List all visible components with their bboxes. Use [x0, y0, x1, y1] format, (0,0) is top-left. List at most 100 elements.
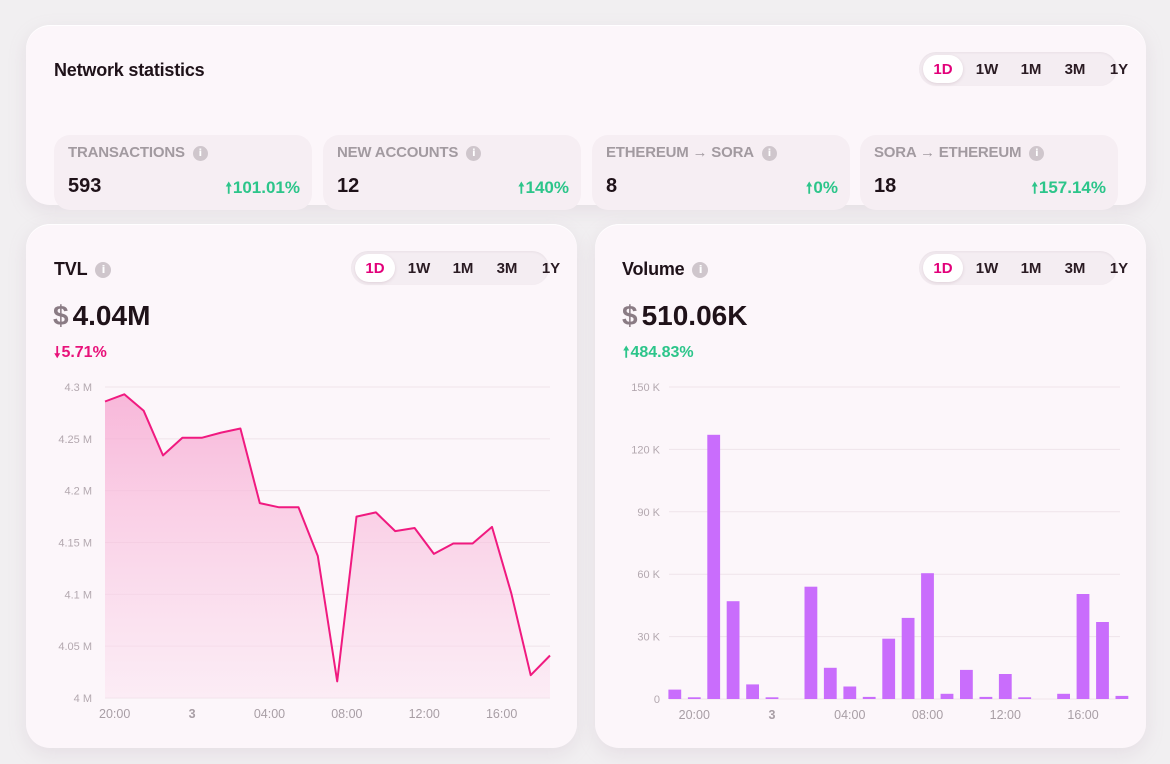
- volume-change: 🠕484.83%: [623, 342, 694, 367]
- period-tab-1m[interactable]: 1M: [1020, 259, 1042, 277]
- tvl-change: 🠗5.71%: [54, 342, 107, 367]
- period-tab-1d[interactable]: 1D: [923, 254, 963, 282]
- stat-label-new-accounts: NEW ACCOUNTS i: [337, 144, 482, 161]
- tvl-x-tick-label: 16:00: [486, 707, 517, 721]
- arrow-down-icon: 🠗: [54, 343, 61, 361]
- tvl-change-text: 5.71%: [61, 344, 107, 361]
- info-icon[interactable]: i: [1029, 145, 1045, 161]
- volume-change-text: 484.83%: [630, 344, 694, 361]
- stat-card-transactions: TRANSACTIONS i 593 🠕101.01%: [54, 135, 312, 210]
- volume-bar[interactable]: [746, 684, 759, 699]
- stat-card-new-accounts: NEW ACCOUNTS i 12 🠕140%: [323, 135, 581, 210]
- volume-x-tick-label: 3: [769, 708, 776, 722]
- volume-y-tick-label: 0: [654, 694, 660, 706]
- stat-change: 🠕157.14%: [1031, 178, 1106, 203]
- volume-bar[interactable]: [804, 586, 818, 699]
- stat-card-ethereum-to-sora: ETHEREUM → SORA i 8 🠕0%: [592, 135, 850, 210]
- tvl-y-tick-label: 4.05 M: [58, 641, 92, 653]
- volume-y-tick-label: 150 K: [631, 382, 660, 394]
- stat-value: 12: [337, 175, 360, 197]
- tvl-area-fill: [105, 394, 550, 698]
- info-icon[interactable]: i: [692, 262, 709, 279]
- tvl-series-line[interactable]: [104, 393, 551, 683]
- period-tab-1m[interactable]: 1M: [452, 259, 474, 277]
- info-icon[interactable]: i: [192, 145, 208, 161]
- stat-change-text: 140%: [525, 178, 569, 197]
- stat-change: 🠕101.01%: [225, 178, 300, 203]
- network-period-tabs: 1D 1W 1M 3M 1Y: [919, 52, 1128, 86]
- currency-symbol: $: [622, 300, 638, 331]
- volume-bar[interactable]: [1076, 594, 1090, 699]
- volume-bar[interactable]: [862, 696, 876, 699]
- currency-symbol: $: [53, 300, 69, 331]
- tvl-x-tick-label: 3: [189, 707, 196, 721]
- volume-title-text: Volume: [622, 259, 685, 279]
- tvl-y-tick-label: 4.2 M: [64, 486, 92, 498]
- stat-change-text: 0%: [813, 178, 838, 197]
- stat-label-sora-to-ethereum: SORA → ETHEREUM i: [874, 144, 1045, 161]
- network-statistics-card: Network statistics 1D 1W 1M 3M 1Y TRANSACTIO…: [26, 25, 1146, 210]
- volume-y-tick-label: 90 K: [637, 507, 660, 519]
- stat-change-text: 101.01%: [232, 178, 300, 197]
- tvl-y-tick-label: 4.25 M: [58, 434, 92, 446]
- tvl-title: TVL i: [54, 259, 112, 280]
- tvl-y-tick-label: 4 M: [74, 693, 92, 705]
- arrow-up-icon: 🠕: [623, 343, 630, 361]
- arrow-up-icon: 🠕: [1031, 179, 1038, 197]
- stat-value: 8: [606, 175, 618, 197]
- volume-chart: 0 30 K 60 K 90 K 120 K 150 K 20:00 3 04:00 08:00 1…: [631, 382, 1129, 722]
- volume-bar[interactable]: [901, 617, 915, 699]
- volume-bar[interactable]: [940, 693, 954, 699]
- period-tab-3m[interactable]: 3M: [1064, 60, 1086, 78]
- volume-bar[interactable]: [1115, 695, 1129, 699]
- period-tab-3m[interactable]: 3M: [496, 259, 518, 277]
- volume-bar[interactable]: [765, 697, 779, 699]
- volume-bar[interactable]: [998, 674, 1012, 699]
- stat-change: 🠕0%: [806, 178, 838, 203]
- info-icon[interactable]: i: [761, 145, 777, 161]
- tvl-title-text: TVL: [54, 259, 88, 279]
- volume-x-tick-label: 12:00: [990, 708, 1021, 722]
- volume-bar[interactable]: [1096, 622, 1109, 699]
- volume-value-text: 510.06K: [641, 300, 748, 331]
- tvl-value-text: 4.04M: [72, 300, 151, 331]
- volume-bar[interactable]: [726, 601, 740, 699]
- period-tab-1d[interactable]: 1D: [355, 254, 395, 282]
- stat-label-transactions: TRANSACTIONS i: [68, 144, 208, 161]
- period-tab-1d[interactable]: 1D: [923, 55, 963, 83]
- info-icon[interactable]: i: [95, 262, 112, 279]
- arrow-up-icon: 🠕: [225, 179, 232, 197]
- period-tab-1m[interactable]: 1M: [1020, 60, 1042, 78]
- tvl-x-tick-label: 12:00: [409, 707, 440, 721]
- volume-x-tick-label: 16:00: [1067, 708, 1098, 722]
- volume-bar[interactable]: [823, 667, 837, 699]
- tvl-y-tick-label: 4.1 M: [64, 589, 92, 601]
- period-tab-1w[interactable]: 1W: [975, 259, 999, 277]
- period-tab-3m[interactable]: 3M: [1064, 259, 1086, 277]
- tvl-card: TVL i 1D 1W 1M 3M 1Y $4.04M 🠗5.71% 4 M 4.05 M 4…: [26, 224, 577, 748]
- volume-bar[interactable]: [1057, 693, 1070, 699]
- period-tab-1y[interactable]: 1Y: [1109, 259, 1129, 277]
- stat-label-ethereum-to-sora: ETHEREUM → SORA i: [606, 144, 777, 161]
- volume-bar[interactable]: [960, 669, 973, 699]
- info-icon[interactable]: i: [466, 145, 482, 161]
- stat-label-text: NEW ACCOUNTS: [337, 144, 459, 161]
- volume-bar[interactable]: [687, 697, 701, 699]
- tvl-value: $4.04M: [53, 300, 150, 332]
- volume-bar[interactable]: [882, 638, 896, 699]
- volume-bar[interactable]: [1018, 697, 1032, 699]
- period-tab-1y[interactable]: 1Y: [1109, 60, 1129, 78]
- volume-bar[interactable]: [843, 686, 857, 700]
- period-tab-1w[interactable]: 1W: [975, 60, 999, 78]
- volume-bar[interactable]: [668, 689, 682, 699]
- period-tab-1y[interactable]: 1Y: [541, 259, 561, 277]
- volume-card: Volume i 1D 1W 1M 3M 1Y $510.06K 🠕484.83% 0 30…: [595, 224, 1146, 748]
- volume-bar[interactable]: [707, 434, 721, 699]
- period-tab-1w[interactable]: 1W: [407, 259, 431, 277]
- stat-value: 18: [874, 175, 897, 197]
- volume-bar[interactable]: [979, 696, 993, 699]
- tvl-chart: 4 M 4.05 M 4.1 M 4.15 M 4.2 M 4.25 M 4.3 M 20:0…: [58, 382, 551, 721]
- volume-bar[interactable]: [921, 573, 934, 699]
- volume-y-tick-label: 30 K: [637, 632, 660, 644]
- stat-label-text: SORA → ETHEREUM: [874, 144, 1022, 161]
